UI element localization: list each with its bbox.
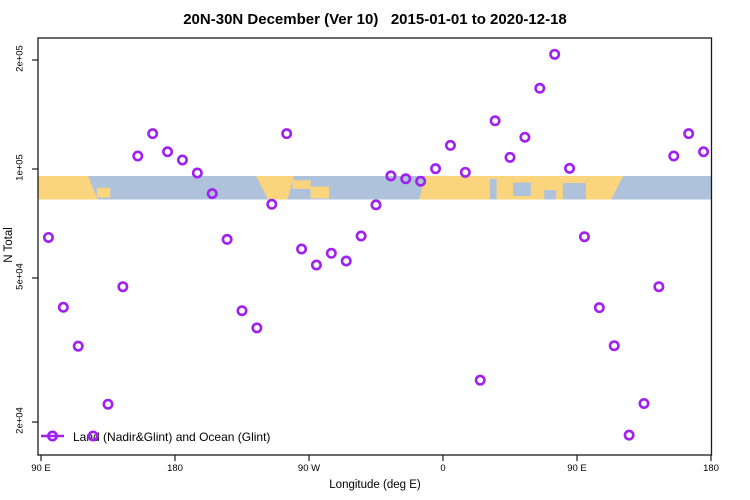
map-land-florida-gulf (292, 180, 311, 189)
data-point (444, 139, 456, 151)
data-point (400, 173, 412, 185)
x-tick-label: 180 (703, 463, 719, 474)
data-point (310, 259, 322, 271)
map-ocean-arabian-sea (544, 190, 557, 200)
map-land-philippines (96, 187, 111, 198)
data-point (698, 146, 710, 158)
data-point (355, 230, 367, 242)
data-point (176, 154, 188, 166)
data-point (266, 198, 278, 210)
data-point (415, 175, 427, 187)
data-point (42, 231, 54, 243)
data-point (653, 281, 665, 293)
data-point (623, 429, 635, 441)
data-point (578, 231, 590, 243)
data-point (534, 82, 546, 94)
data-point (191, 167, 203, 179)
data-point (549, 48, 561, 60)
map-ocean-persian-gulf (512, 182, 531, 196)
plot-border (37, 37, 713, 456)
data-point (683, 128, 695, 140)
legend-label: Land (Nadir&Glint) and Ocean (Glint) (73, 430, 271, 444)
map-land-mexico (256, 176, 295, 200)
data-point (519, 131, 531, 143)
data-point (489, 115, 501, 127)
data-point (385, 170, 397, 182)
data-point (638, 398, 650, 410)
data-point (87, 430, 99, 442)
data-point (296, 243, 308, 255)
map-land-cuba-bahamas (310, 186, 330, 199)
map-ocean-red-sea (489, 178, 497, 200)
data-point (340, 255, 352, 267)
data-point (102, 398, 114, 410)
data-point (474, 374, 486, 386)
data-point (221, 233, 233, 245)
data-point (370, 199, 382, 211)
data-point (251, 322, 263, 334)
map-ocean-bay-of-bengal (562, 183, 586, 200)
data-point (117, 281, 129, 293)
data-point (459, 166, 471, 178)
data-point (593, 302, 605, 314)
map-land-asia-east (38, 176, 98, 200)
chart-title: 20N-30N December (Ver 10) 2015-01-01 to … (183, 11, 567, 28)
data-point (504, 151, 516, 163)
legend-marker-icon (46, 430, 58, 442)
data-point (564, 162, 576, 174)
data-point (325, 247, 337, 259)
data-point (72, 340, 84, 352)
data-point (206, 188, 218, 200)
x-tick-label: 90 W (297, 463, 321, 474)
data-point (281, 128, 293, 140)
data-point (147, 128, 159, 140)
data-point (236, 305, 248, 317)
data-point (162, 146, 174, 158)
data-point (57, 301, 69, 313)
data-point (430, 163, 442, 175)
x-tick-label: 90 E (31, 463, 51, 474)
x-tick-label: 180 (167, 463, 183, 474)
x-tick-label: 0 (440, 463, 446, 474)
data-point (668, 150, 680, 162)
data-point (132, 150, 144, 162)
x-axis-label: Longitude (deg E) (329, 479, 421, 491)
x-tick-label: 90 E (567, 463, 587, 474)
data-point (608, 340, 620, 352)
